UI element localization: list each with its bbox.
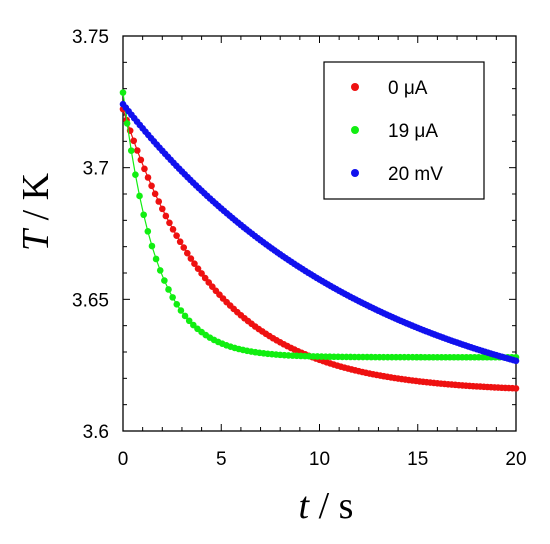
data-point: [169, 294, 176, 301]
data-point: [159, 205, 166, 213]
legend-label-19uA: 19 μA: [388, 121, 438, 142]
data-point: [156, 267, 164, 274]
data-point: [152, 255, 160, 263]
y-tick-label: 3.6: [83, 422, 109, 443]
data-point: [176, 238, 184, 246]
x-tick-label: 5: [216, 449, 227, 470]
x-axis-unit: / s: [309, 485, 353, 527]
x-axis-variable: t: [299, 485, 311, 527]
legend-label-20mV: 20 mV: [388, 164, 443, 185]
data-point: [148, 182, 155, 190]
data-point: [155, 198, 163, 205]
data-point: [119, 89, 127, 96]
y-tick-label: 3.65: [72, 290, 109, 311]
data-point: [184, 249, 191, 257]
data-point: [198, 270, 205, 277]
data-point: [144, 174, 152, 181]
data-point: [127, 147, 135, 154]
x-axis-label: t / s: [299, 485, 354, 527]
legend: 0 μA 19 μA 20 mV: [323, 61, 485, 200]
legend-box: [323, 61, 485, 200]
x-tick-label: 20: [505, 449, 526, 470]
data-point: [130, 137, 138, 145]
y-tick-label: 3.7: [83, 159, 109, 180]
data-point: [194, 265, 202, 272]
data-point: [161, 277, 168, 284]
x-tick-label: 10: [309, 449, 330, 470]
data-point: [137, 156, 145, 164]
y-axis-variable: T: [15, 227, 57, 251]
data-point: [162, 212, 170, 220]
legend-label-0uA: 0 μA: [388, 78, 428, 99]
data-point: [185, 317, 193, 325]
data-point: [201, 274, 209, 282]
data-point: [165, 286, 172, 293]
data-point: [512, 385, 520, 392]
data-point: [144, 228, 152, 235]
data-point: [133, 147, 141, 154]
y-axis-label: T / K: [15, 172, 57, 251]
data-point: [141, 165, 148, 173]
data-point: [191, 260, 198, 268]
legend-marker-0uA: [351, 83, 359, 91]
y-tick-label: 3.75: [72, 27, 109, 48]
data-point: [132, 171, 139, 178]
x-axis-ticks: 0 5 10 15 20: [118, 36, 527, 470]
series-2: [119, 100, 520, 365]
legend-marker-20mV: [351, 169, 359, 177]
data-point: [173, 232, 180, 239]
data-series: [119, 89, 520, 392]
data-point: [181, 312, 189, 320]
series-1: [119, 89, 520, 361]
data-point: [180, 244, 188, 251]
data-point: [151, 190, 159, 198]
x-tick-label: 0: [118, 449, 129, 470]
legend-marker-19uA: [351, 126, 359, 134]
data-point: [140, 211, 147, 219]
data-point: [512, 357, 520, 365]
data-point: [136, 192, 143, 200]
y-axis-unit: / K: [15, 172, 57, 230]
x-tick-label: 15: [407, 449, 428, 470]
data-point: [173, 301, 181, 308]
data-point: [123, 120, 131, 127]
data-point: [169, 226, 177, 233]
data-point: [187, 255, 195, 262]
data-point: [148, 242, 156, 250]
data-point: [177, 307, 185, 314]
data-point: [166, 219, 173, 227]
y-axis-ticks: 3.6 3.65 3.7 3.75: [72, 27, 516, 443]
